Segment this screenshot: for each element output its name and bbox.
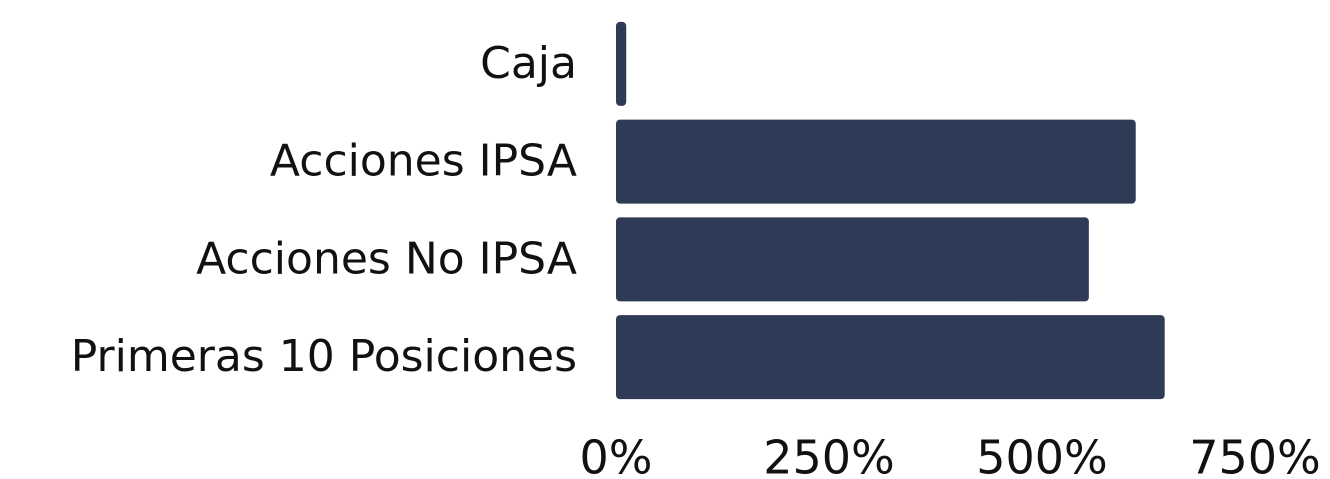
y-tick-label: Caja [480,38,577,89]
bar [616,315,1165,400]
y-tick-label: Acciones No IPSA [196,233,577,284]
y-tick-label: Acciones IPSA [270,136,577,187]
y-tick-label: Primeras 10 Posiciones [71,331,577,382]
x-tick-label: 750% [1189,431,1321,479]
bar [616,119,1136,204]
bar [616,21,627,106]
x-tick-label: 250% [763,431,895,479]
bar [616,217,1089,302]
x-tick-label: 500% [976,431,1108,479]
x-tick-label: 0% [580,431,653,479]
